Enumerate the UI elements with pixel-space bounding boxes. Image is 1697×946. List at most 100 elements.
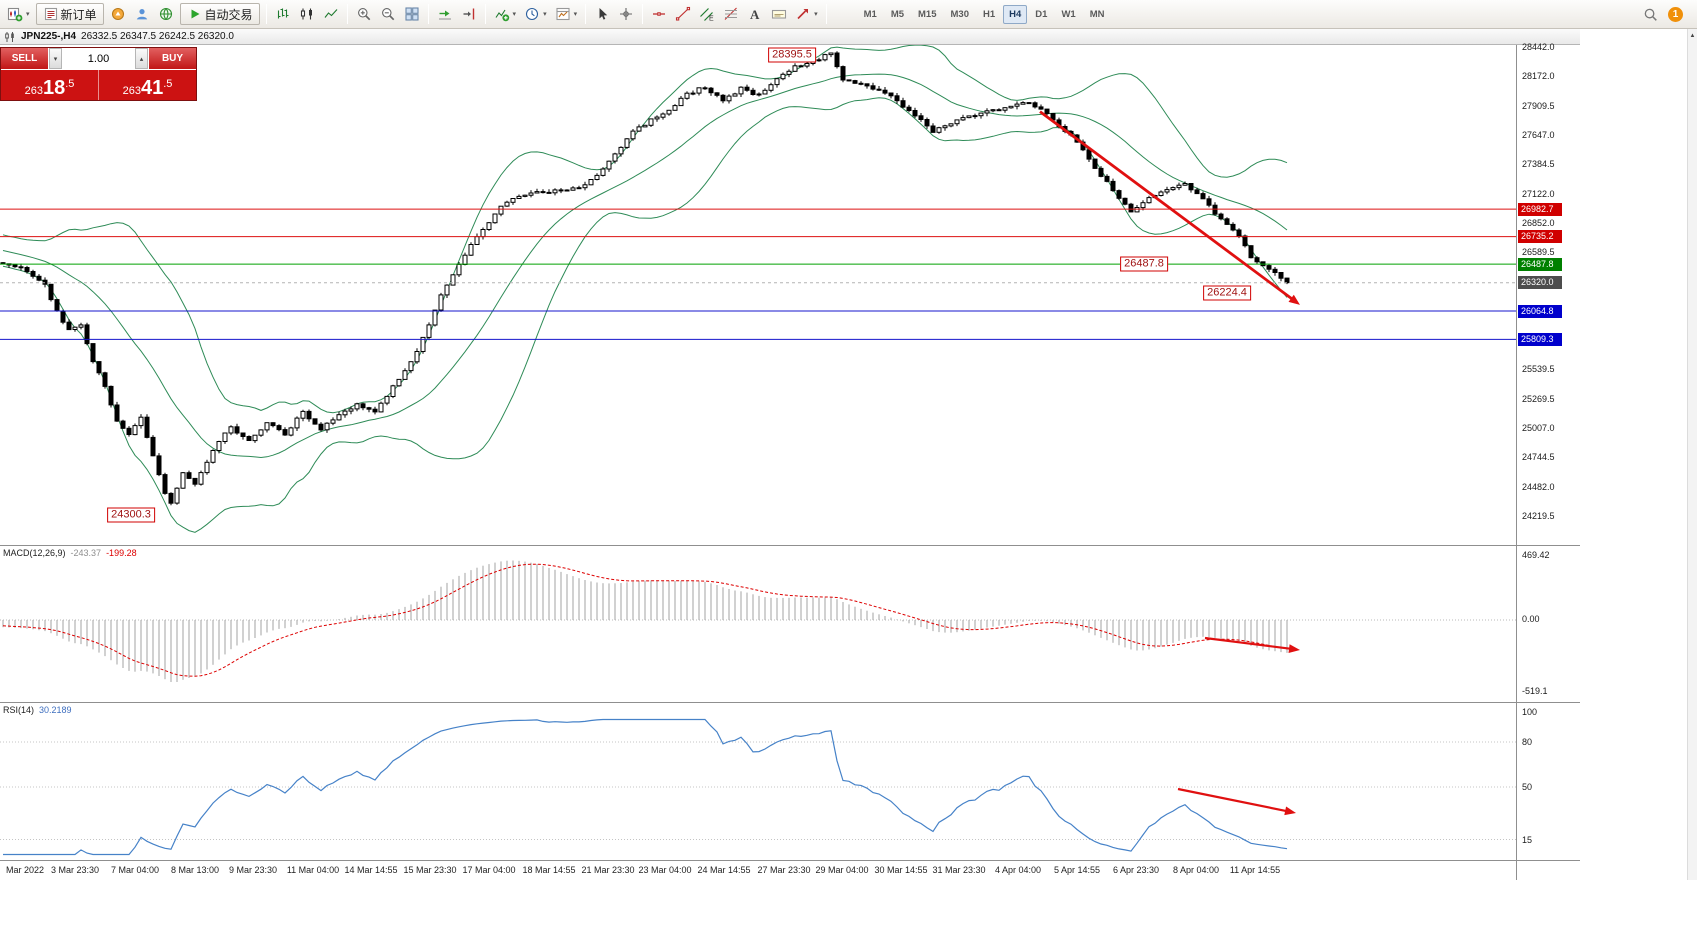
time-tick-label: 24 Mar 14:55 xyxy=(697,865,751,875)
macd-axis-label: -519.1 xyxy=(1522,686,1548,696)
volume-control: ▾ 1.00 ▴ xyxy=(49,48,148,69)
periods-button[interactable]: ▾ xyxy=(521,3,550,25)
one-click-trading-panel: SELL ▾ 1.00 ▴ BUY 263 18.5 263 41.5 xyxy=(0,47,197,101)
market-watch-button[interactable] xyxy=(107,3,129,25)
price-axis[interactable]: 28442.0 28172.0 27909.5 27647.0 27384.5 27122… xyxy=(1517,42,1580,545)
tile-windows-button[interactable] xyxy=(401,3,423,25)
timeframe-w1-button[interactable]: W1 xyxy=(1055,5,1081,24)
price-annotation[interactable]: 26224.4 xyxy=(1203,285,1251,301)
profile-icon xyxy=(136,9,147,20)
volume-increase-button[interactable]: ▴ xyxy=(135,48,148,69)
vertical-scrollbar[interactable]: ▲ xyxy=(1687,29,1697,880)
panel-separator[interactable] xyxy=(0,702,1580,703)
time-tick-label: 15 Mar 23:30 xyxy=(403,865,457,875)
timeframe-buttons: M1 M5 M15 M30 H1 H4 D1 W1 MN xyxy=(857,4,1112,24)
rsi-axis-label: 50 xyxy=(1522,782,1533,792)
chart-window: JPN225-,H4 26332.5 26347.5 26242.5 26320… xyxy=(0,29,1580,880)
tile-icon xyxy=(404,7,419,21)
auto-scroll-button[interactable] xyxy=(434,3,456,25)
equidistant-channel-button[interactable]: E xyxy=(696,3,718,25)
new-order-button[interactable]: 新订单 xyxy=(35,3,104,25)
chart-title-bar[interactable]: JPN225-,H4 26332.5 26347.5 26242.5 26320… xyxy=(0,29,1580,45)
timeframe-m1-button[interactable]: M1 xyxy=(858,5,883,24)
time-tick-label: 8 Mar 13:00 xyxy=(170,865,220,875)
macd-panel-canvas[interactable] xyxy=(0,546,1516,702)
profile-button[interactable] xyxy=(131,3,153,25)
horizontal-line-button[interactable] xyxy=(648,3,670,25)
trendline-icon xyxy=(676,6,691,21)
crosshair-icon xyxy=(620,8,633,20)
scroll-up-arrow-icon[interactable]: ▲ xyxy=(1689,32,1696,39)
time-tick-label: 11 Apr 14:55 xyxy=(1229,865,1281,875)
dropdown-caret-icon: ▾ xyxy=(573,11,578,18)
price-line-label: 25809.3 xyxy=(1518,332,1562,346)
price-annotation[interactable]: 28395.5 xyxy=(768,47,816,63)
community-button[interactable] xyxy=(155,3,177,25)
indicators-button[interactable]: ▾ xyxy=(491,3,520,25)
volume-decrease-button[interactable]: ▾ xyxy=(49,48,62,69)
rsi-panel-canvas[interactable] xyxy=(0,703,1516,860)
toolbar-separator xyxy=(642,4,644,24)
line-chart-button[interactable] xyxy=(320,3,342,25)
bar-chart-button[interactable] xyxy=(272,3,294,25)
price-tick: 27122.0 xyxy=(1522,188,1555,199)
time-tick-label: 29 Mar 04:00 xyxy=(815,865,869,875)
cursor-button[interactable] xyxy=(591,3,613,25)
chart-shift-button[interactable] xyxy=(458,3,480,25)
zoom-in-button[interactable] xyxy=(353,3,375,25)
fibonacci-button[interactable] xyxy=(720,3,742,25)
time-tick-label: 23 Mar 04:00 xyxy=(638,865,692,875)
macd-histogram xyxy=(2,560,1288,682)
timeframe-h1-button[interactable]: H1 xyxy=(977,5,1001,24)
notification-badge[interactable]: 1 xyxy=(1668,6,1683,22)
toolbar-separator xyxy=(265,4,267,24)
text-icon: A xyxy=(750,7,760,22)
text-button[interactable]: A xyxy=(744,3,766,25)
timeframe-m15-button[interactable]: M15 xyxy=(912,5,942,24)
macd-axis[interactable]: 469.42 0.00 -519.1 xyxy=(1517,546,1580,702)
rsi-axis[interactable]: 100 80 50 15 xyxy=(1517,703,1580,860)
panel-separator[interactable] xyxy=(0,545,1580,546)
main-chart-canvas[interactable] xyxy=(0,45,1516,545)
text-label-button[interactable] xyxy=(768,3,790,25)
timeframe-m30-button[interactable]: M30 xyxy=(945,5,975,24)
autotrading-button[interactable]: 自动交易 xyxy=(179,3,260,25)
time-tick-label: 9 Mar 23:30 xyxy=(228,865,278,875)
timeframe-m5-button[interactable]: M5 xyxy=(885,5,910,24)
price-tick: 27384.5 xyxy=(1522,159,1555,170)
zoom-out-button[interactable] xyxy=(377,3,399,25)
crosshair-button[interactable] xyxy=(615,3,637,25)
volume-input[interactable]: 1.00 xyxy=(87,52,110,65)
chart-annotations-overlay: 28395.5 26487.8 26224.4 24300.3 xyxy=(0,45,1516,545)
new-chart-button[interactable]: ▾ xyxy=(4,3,33,25)
shift-icon xyxy=(463,8,474,20)
time-axis[interactable]: Mar 2022 3 Mar 23:30 7 Mar 04:00 8 Mar 13:0… xyxy=(0,861,1580,880)
buy-price-button[interactable]: 263 41.5 xyxy=(98,70,196,100)
toolbar-separator xyxy=(585,4,587,24)
rsi-axis-label: 100 xyxy=(1522,707,1538,717)
sell-button[interactable]: SELL xyxy=(1,48,49,69)
price-annotation[interactable]: 26487.8 xyxy=(1120,256,1168,272)
time-tick-label: 21 Mar 23:30 xyxy=(581,865,635,875)
timeframe-mn-button[interactable]: MN xyxy=(1084,5,1111,24)
dropdown-caret-icon: ▾ xyxy=(814,11,818,18)
fibo-icon xyxy=(724,7,738,20)
sell-price-button[interactable]: 263 18.5 xyxy=(1,70,98,100)
buy-button[interactable]: BUY xyxy=(148,48,196,69)
arrows-button[interactable]: ▾ xyxy=(792,3,821,25)
time-tick-label: Mar 2022 xyxy=(5,865,45,875)
price-annotation[interactable]: 24300.3 xyxy=(107,507,155,523)
toolbar: ▾ 新订单 自动交易 ▾ ▾ ▾ E A ▾ M1 M5 M15 M30 H1 H4 D1 W1 MN 1 xyxy=(0,0,1697,29)
search-icon[interactable] xyxy=(1643,7,1658,22)
templates-button[interactable]: ▾ xyxy=(552,3,581,25)
candlestick-chart-button[interactable] xyxy=(296,3,318,25)
candles-series xyxy=(0,51,1290,506)
trendline-button[interactable] xyxy=(672,3,694,25)
timeframe-d1-button[interactable]: D1 xyxy=(1029,5,1053,24)
price-line-label: 26487.8 xyxy=(1518,257,1562,271)
timeframe-h4-button[interactable]: H4 xyxy=(1003,4,1028,24)
zoomout-icon xyxy=(381,8,394,21)
price-tick: 28442.0 xyxy=(1522,42,1555,52)
arrow-icon xyxy=(797,9,809,20)
svg-text:E: E xyxy=(709,16,714,23)
